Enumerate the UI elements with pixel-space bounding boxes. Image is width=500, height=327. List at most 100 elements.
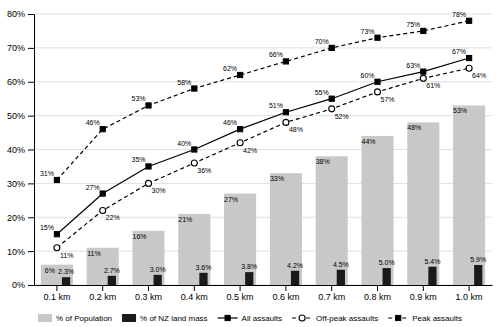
- data-label: 55%: [315, 89, 329, 96]
- tick: 70%: [7, 43, 34, 53]
- tick-label: 1.0 km: [456, 292, 483, 302]
- line: [57, 68, 469, 248]
- plot: 0%10%20%30%40%50%60%70%80%0.1 km0.2 km0.…: [7, 9, 493, 302]
- marker: [283, 59, 288, 64]
- legend: % of Population% of NZ land massAll assa…: [38, 314, 462, 323]
- data-label: 30%: [152, 187, 166, 194]
- data-label: 3.6%: [195, 264, 211, 271]
- legend-swatch: [122, 314, 136, 322]
- data-label: 22%: [106, 214, 120, 221]
- data-label: 46%: [223, 119, 237, 126]
- tick: 50%: [7, 111, 34, 121]
- data-label: 5.4%: [424, 258, 440, 265]
- marker: [237, 140, 243, 146]
- tick-label: 0.4 km: [181, 292, 208, 302]
- data-label: 38%: [316, 158, 330, 165]
- data-label: 61%: [426, 82, 440, 89]
- bar: [108, 276, 116, 285]
- data-label: 31%: [40, 170, 54, 177]
- tick-mark: [28, 116, 34, 117]
- data-label: 27%: [86, 184, 100, 191]
- legend-item: % of NZ land mass: [122, 314, 208, 323]
- bar: [199, 273, 207, 285]
- tick-label: 0.8 km: [364, 292, 391, 302]
- legend-label: Peak assaults: [412, 314, 462, 323]
- marker: [375, 35, 380, 40]
- tick-mark: [28, 285, 34, 286]
- bar: [245, 272, 253, 285]
- tick-mark: [148, 285, 149, 291]
- bar: [383, 268, 391, 285]
- marker: [54, 177, 59, 182]
- data-label: 15%: [40, 224, 54, 231]
- tick-label: 20%: [7, 213, 25, 223]
- legend-label: % of Population: [56, 314, 112, 323]
- tick-mark: [194, 285, 195, 291]
- data-label: 58%: [177, 79, 191, 86]
- marker: [467, 55, 472, 60]
- tick-label: 50%: [7, 111, 25, 121]
- x-axis: 0.1 km0.2 km0.3 km0.4 km0.5 km0.6 km0.7 …: [35, 285, 493, 302]
- tick-mark: [377, 285, 378, 291]
- legend-marker: [299, 315, 305, 321]
- tick: 0.3 km: [135, 285, 162, 302]
- marker: [238, 72, 243, 77]
- marker: [421, 28, 426, 33]
- data-label: 57%: [381, 96, 395, 103]
- marker: [192, 86, 197, 91]
- tick-mark: [423, 285, 424, 291]
- tick: 20%: [7, 213, 34, 223]
- tick-mark: [28, 183, 34, 184]
- bar: [337, 270, 345, 285]
- data-label: 70%: [315, 38, 329, 45]
- tick-label: 0.3 km: [135, 292, 162, 302]
- bar: [291, 271, 299, 285]
- data-label: 4.2%: [287, 262, 303, 269]
- data-label: 64%: [472, 72, 486, 79]
- marker: [100, 127, 105, 132]
- legend-item: % of Population: [38, 314, 112, 323]
- data-label: 44%: [361, 138, 375, 145]
- data-label: 27%: [224, 196, 238, 203]
- tick-label: 0.7 km: [318, 292, 345, 302]
- tick-mark: [28, 217, 34, 218]
- marker: [54, 245, 60, 251]
- legend-label: Off-peak assaults: [316, 314, 378, 323]
- tick: 0.8 km: [364, 285, 391, 302]
- data-label: 36%: [197, 167, 211, 174]
- tick: 0%: [12, 280, 34, 290]
- legend-item: Off-peak assaults: [292, 314, 378, 323]
- data-label: 3.8%: [241, 263, 257, 270]
- data-label: 21%: [178, 216, 192, 223]
- marker: [329, 96, 334, 101]
- data-label: 78%: [452, 11, 466, 18]
- data-label: 67%: [452, 48, 466, 55]
- data-label: 73%: [360, 28, 374, 35]
- marker: [375, 79, 380, 84]
- marker: [146, 164, 151, 169]
- tick-label: 80%: [7, 9, 25, 19]
- marker: [466, 65, 472, 71]
- data-label: 48%: [289, 126, 303, 133]
- tick-mark: [469, 285, 470, 291]
- tick: 10%: [7, 247, 34, 257]
- tick-mark: [240, 285, 241, 291]
- chart: 0%10%20%30%40%50%60%70%80%0.1 km0.2 km0.…: [0, 0, 500, 327]
- grid-line: [34, 14, 492, 15]
- legend-marker: [396, 315, 401, 320]
- marks: [41, 18, 485, 285]
- grid: [34, 14, 492, 285]
- marker: [238, 127, 243, 132]
- marker: [54, 232, 59, 237]
- tick-label: 0.9 km: [410, 292, 437, 302]
- marker: [146, 180, 152, 186]
- bar: [224, 194, 256, 285]
- marker: [420, 75, 426, 81]
- marker: [191, 160, 197, 166]
- marker: [421, 69, 426, 74]
- legend-label: % of NZ land mass: [140, 314, 208, 323]
- data-label: 16%: [132, 233, 146, 240]
- tick: 0.9 km: [410, 285, 437, 302]
- tick: 30%: [7, 179, 34, 189]
- data-label: 11%: [87, 250, 101, 257]
